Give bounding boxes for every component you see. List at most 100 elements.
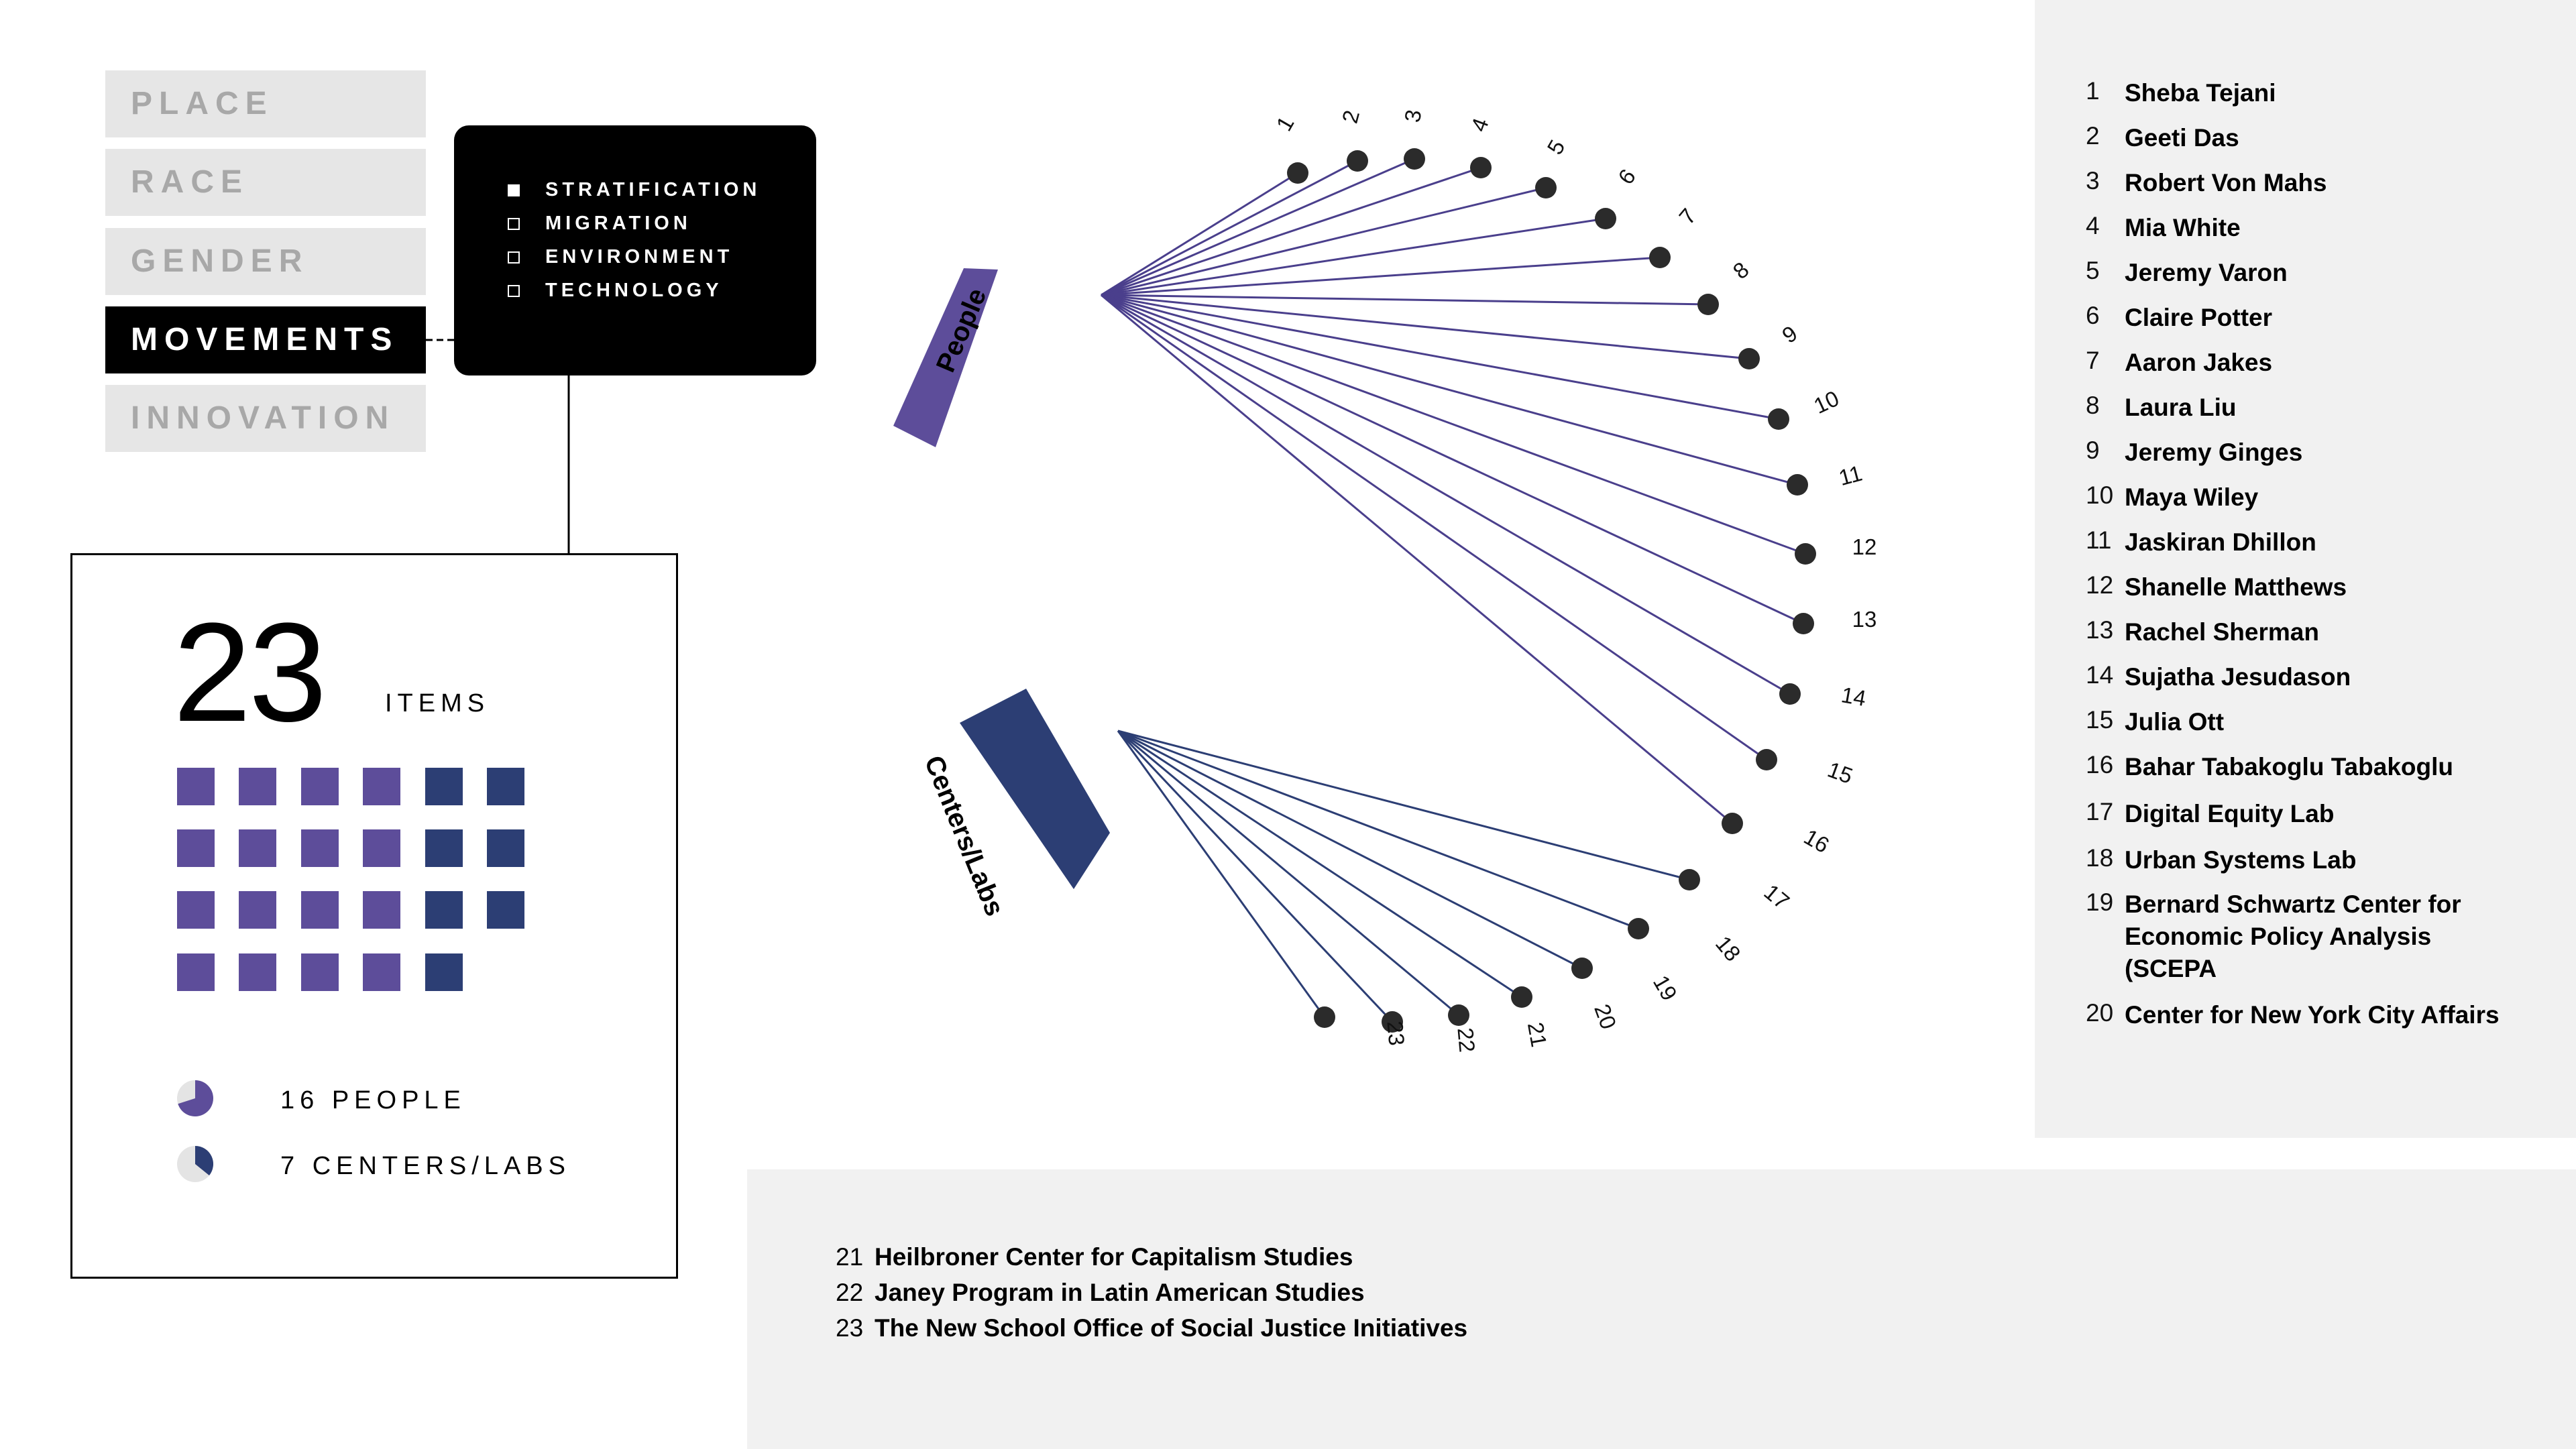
centers-pie-icon bbox=[177, 1146, 214, 1182]
connection-edge bbox=[1101, 294, 1767, 761]
entity-node[interactable] bbox=[1511, 986, 1532, 1008]
node-number-label: 10 bbox=[1810, 386, 1843, 418]
list-item[interactable]: 1 Sheba Tejani bbox=[2086, 77, 2276, 107]
entity-node[interactable] bbox=[1382, 1011, 1403, 1033]
list-item[interactable]: 7 Aaron Jakes bbox=[2086, 347, 2273, 376]
filter-label: ENVIRONMENT bbox=[545, 246, 734, 268]
node-number-label: 3 bbox=[1400, 108, 1426, 125]
people-item-square[interactable] bbox=[239, 953, 276, 991]
connection-edge bbox=[1117, 730, 1690, 881]
list-item[interactable]: 4 Mia White bbox=[2086, 212, 2241, 241]
list-item[interactable]: 12 Shanelle Matthews bbox=[2086, 571, 2347, 601]
list-item[interactable]: 17 Digital Equity Lab bbox=[2086, 798, 2335, 827]
entity-node[interactable] bbox=[1404, 148, 1425, 170]
people-item-square[interactable] bbox=[239, 768, 276, 805]
connection-edge bbox=[1101, 158, 1415, 296]
entity-list-panel: 1 Sheba Tejani 2 Geeti Das 3 Robert Von Mahs 4… bbox=[2035, 0, 2576, 1138]
entity-node[interactable] bbox=[1571, 958, 1593, 979]
filter-migration[interactable]: MIGRATION bbox=[508, 213, 691, 235]
nav-innovation[interactable]: INNOVATION bbox=[105, 385, 426, 452]
checkbox-icon[interactable] bbox=[508, 284, 520, 297]
center-item-square[interactable] bbox=[487, 829, 524, 867]
list-item[interactable]: 22 Janey Program in Latin American Studi… bbox=[836, 1279, 1365, 1306]
entity-node[interactable] bbox=[1470, 157, 1492, 178]
list-item[interactable]: 6 Claire Potter bbox=[2086, 302, 2273, 331]
nav-place[interactable]: PLACE bbox=[105, 70, 426, 137]
connection-edge bbox=[1101, 294, 1733, 825]
people-item-square[interactable] bbox=[239, 829, 276, 867]
list-item[interactable]: 20 Center for New York City Affairs bbox=[2086, 999, 2500, 1029]
people-item-square[interactable] bbox=[301, 829, 339, 867]
people-item-square[interactable] bbox=[177, 829, 215, 867]
connection-edge bbox=[1101, 294, 1709, 306]
checkbox-icon[interactable] bbox=[508, 251, 520, 264]
checkbox-checked-icon[interactable] bbox=[508, 184, 520, 196]
list-item[interactable]: 15 Julia Ott bbox=[2086, 706, 2225, 736]
filter-stratification[interactable]: STRATIFICATION bbox=[508, 179, 761, 201]
center-item-square[interactable] bbox=[425, 953, 463, 991]
people-item-square[interactable] bbox=[363, 768, 400, 805]
entity-node[interactable] bbox=[1787, 474, 1808, 496]
people-item-square[interactable] bbox=[239, 891, 276, 929]
entity-node[interactable] bbox=[1793, 613, 1814, 634]
people-item-square[interactable] bbox=[177, 891, 215, 929]
people-item-square[interactable] bbox=[301, 891, 339, 929]
item-count: 23 bbox=[173, 593, 327, 751]
filter-technology[interactable]: TECHNOLOGY bbox=[508, 280, 723, 302]
list-item[interactable]: 13 Rachel Sherman bbox=[2086, 616, 2319, 646]
entity-node[interactable] bbox=[1756, 749, 1777, 770]
center-item-square[interactable] bbox=[425, 768, 463, 805]
entity-node[interactable] bbox=[1347, 150, 1368, 172]
entity-node[interactable] bbox=[1448, 1004, 1469, 1026]
node-number-label: 23 bbox=[1382, 1020, 1409, 1047]
people-item-square[interactable] bbox=[301, 953, 339, 991]
people-item-square[interactable] bbox=[301, 768, 339, 805]
entity-node[interactable] bbox=[1738, 348, 1760, 369]
nav-gender[interactable]: GENDER bbox=[105, 228, 426, 295]
entity-node[interactable] bbox=[1779, 683, 1801, 705]
center-item-square[interactable] bbox=[487, 768, 524, 805]
entity-node[interactable] bbox=[1722, 813, 1743, 834]
people-item-square[interactable] bbox=[363, 829, 400, 867]
entity-node[interactable] bbox=[1314, 1006, 1335, 1028]
entity-node[interactable] bbox=[1649, 247, 1671, 268]
list-item[interactable]: 16 Bahar Tabakoglu Tabakoglu bbox=[2086, 751, 2453, 780]
center-item-square[interactable] bbox=[425, 891, 463, 929]
nav-movements[interactable]: MOVEMENTS bbox=[105, 306, 426, 373]
entity-node[interactable] bbox=[1287, 162, 1308, 184]
people-group-arc[interactable] bbox=[893, 268, 998, 447]
list-item[interactable]: 9 Jeremy Ginges bbox=[2086, 437, 2303, 466]
checkbox-icon[interactable] bbox=[508, 217, 520, 230]
entity-node[interactable] bbox=[1795, 543, 1816, 565]
list-item[interactable]: 11 Jaskiran Dhillon bbox=[2086, 526, 2316, 556]
entity-node[interactable] bbox=[1628, 918, 1649, 939]
centers-group-arc[interactable] bbox=[960, 689, 1110, 889]
entity-node[interactable] bbox=[1595, 208, 1616, 229]
filter-environment[interactable]: ENVIRONMENT bbox=[508, 246, 733, 268]
entity-node[interactable] bbox=[1697, 294, 1719, 315]
list-item[interactable]: 18 Urban Systems Lab bbox=[2086, 844, 2357, 874]
node-number-label: 5 bbox=[1542, 135, 1569, 158]
list-item[interactable]: 8 Laura Liu bbox=[2086, 392, 2237, 421]
list-item[interactable]: 23 The New School Office of Social Justi… bbox=[836, 1314, 1468, 1342]
node-number-label: 20 bbox=[1589, 1000, 1621, 1032]
entity-node[interactable] bbox=[1535, 177, 1557, 198]
people-item-square[interactable] bbox=[177, 768, 215, 805]
nav-race[interactable]: RACE bbox=[105, 149, 426, 216]
list-item[interactable]: 14 Sujatha Jesudason bbox=[2086, 661, 2351, 691]
people-item-square[interactable] bbox=[363, 891, 400, 929]
list-item[interactable]: 3 Robert Von Mahs bbox=[2086, 167, 2327, 196]
entity-node[interactable] bbox=[1679, 869, 1700, 890]
people-item-square[interactable] bbox=[177, 953, 215, 991]
list-item[interactable]: 21 Heilbroner Center for Capitalism Stud… bbox=[836, 1243, 1353, 1271]
entity-node[interactable] bbox=[1768, 408, 1789, 430]
list-item[interactable]: 5 Jeremy Varon bbox=[2086, 257, 2288, 286]
center-item-square[interactable] bbox=[487, 891, 524, 929]
list-item[interactable]: 2 Geeti Das bbox=[2086, 122, 2239, 152]
list-item[interactable]: 19 Bernard Schwartz Center for Economic P… bbox=[2086, 888, 2461, 982]
list-item[interactable]: 10 Maya Wiley bbox=[2086, 481, 2259, 511]
node-number-label: 17 bbox=[1759, 879, 1794, 914]
people-item-square[interactable] bbox=[363, 953, 400, 991]
center-item-square[interactable] bbox=[425, 829, 463, 867]
node-number-label: 19 bbox=[1648, 971, 1682, 1004]
